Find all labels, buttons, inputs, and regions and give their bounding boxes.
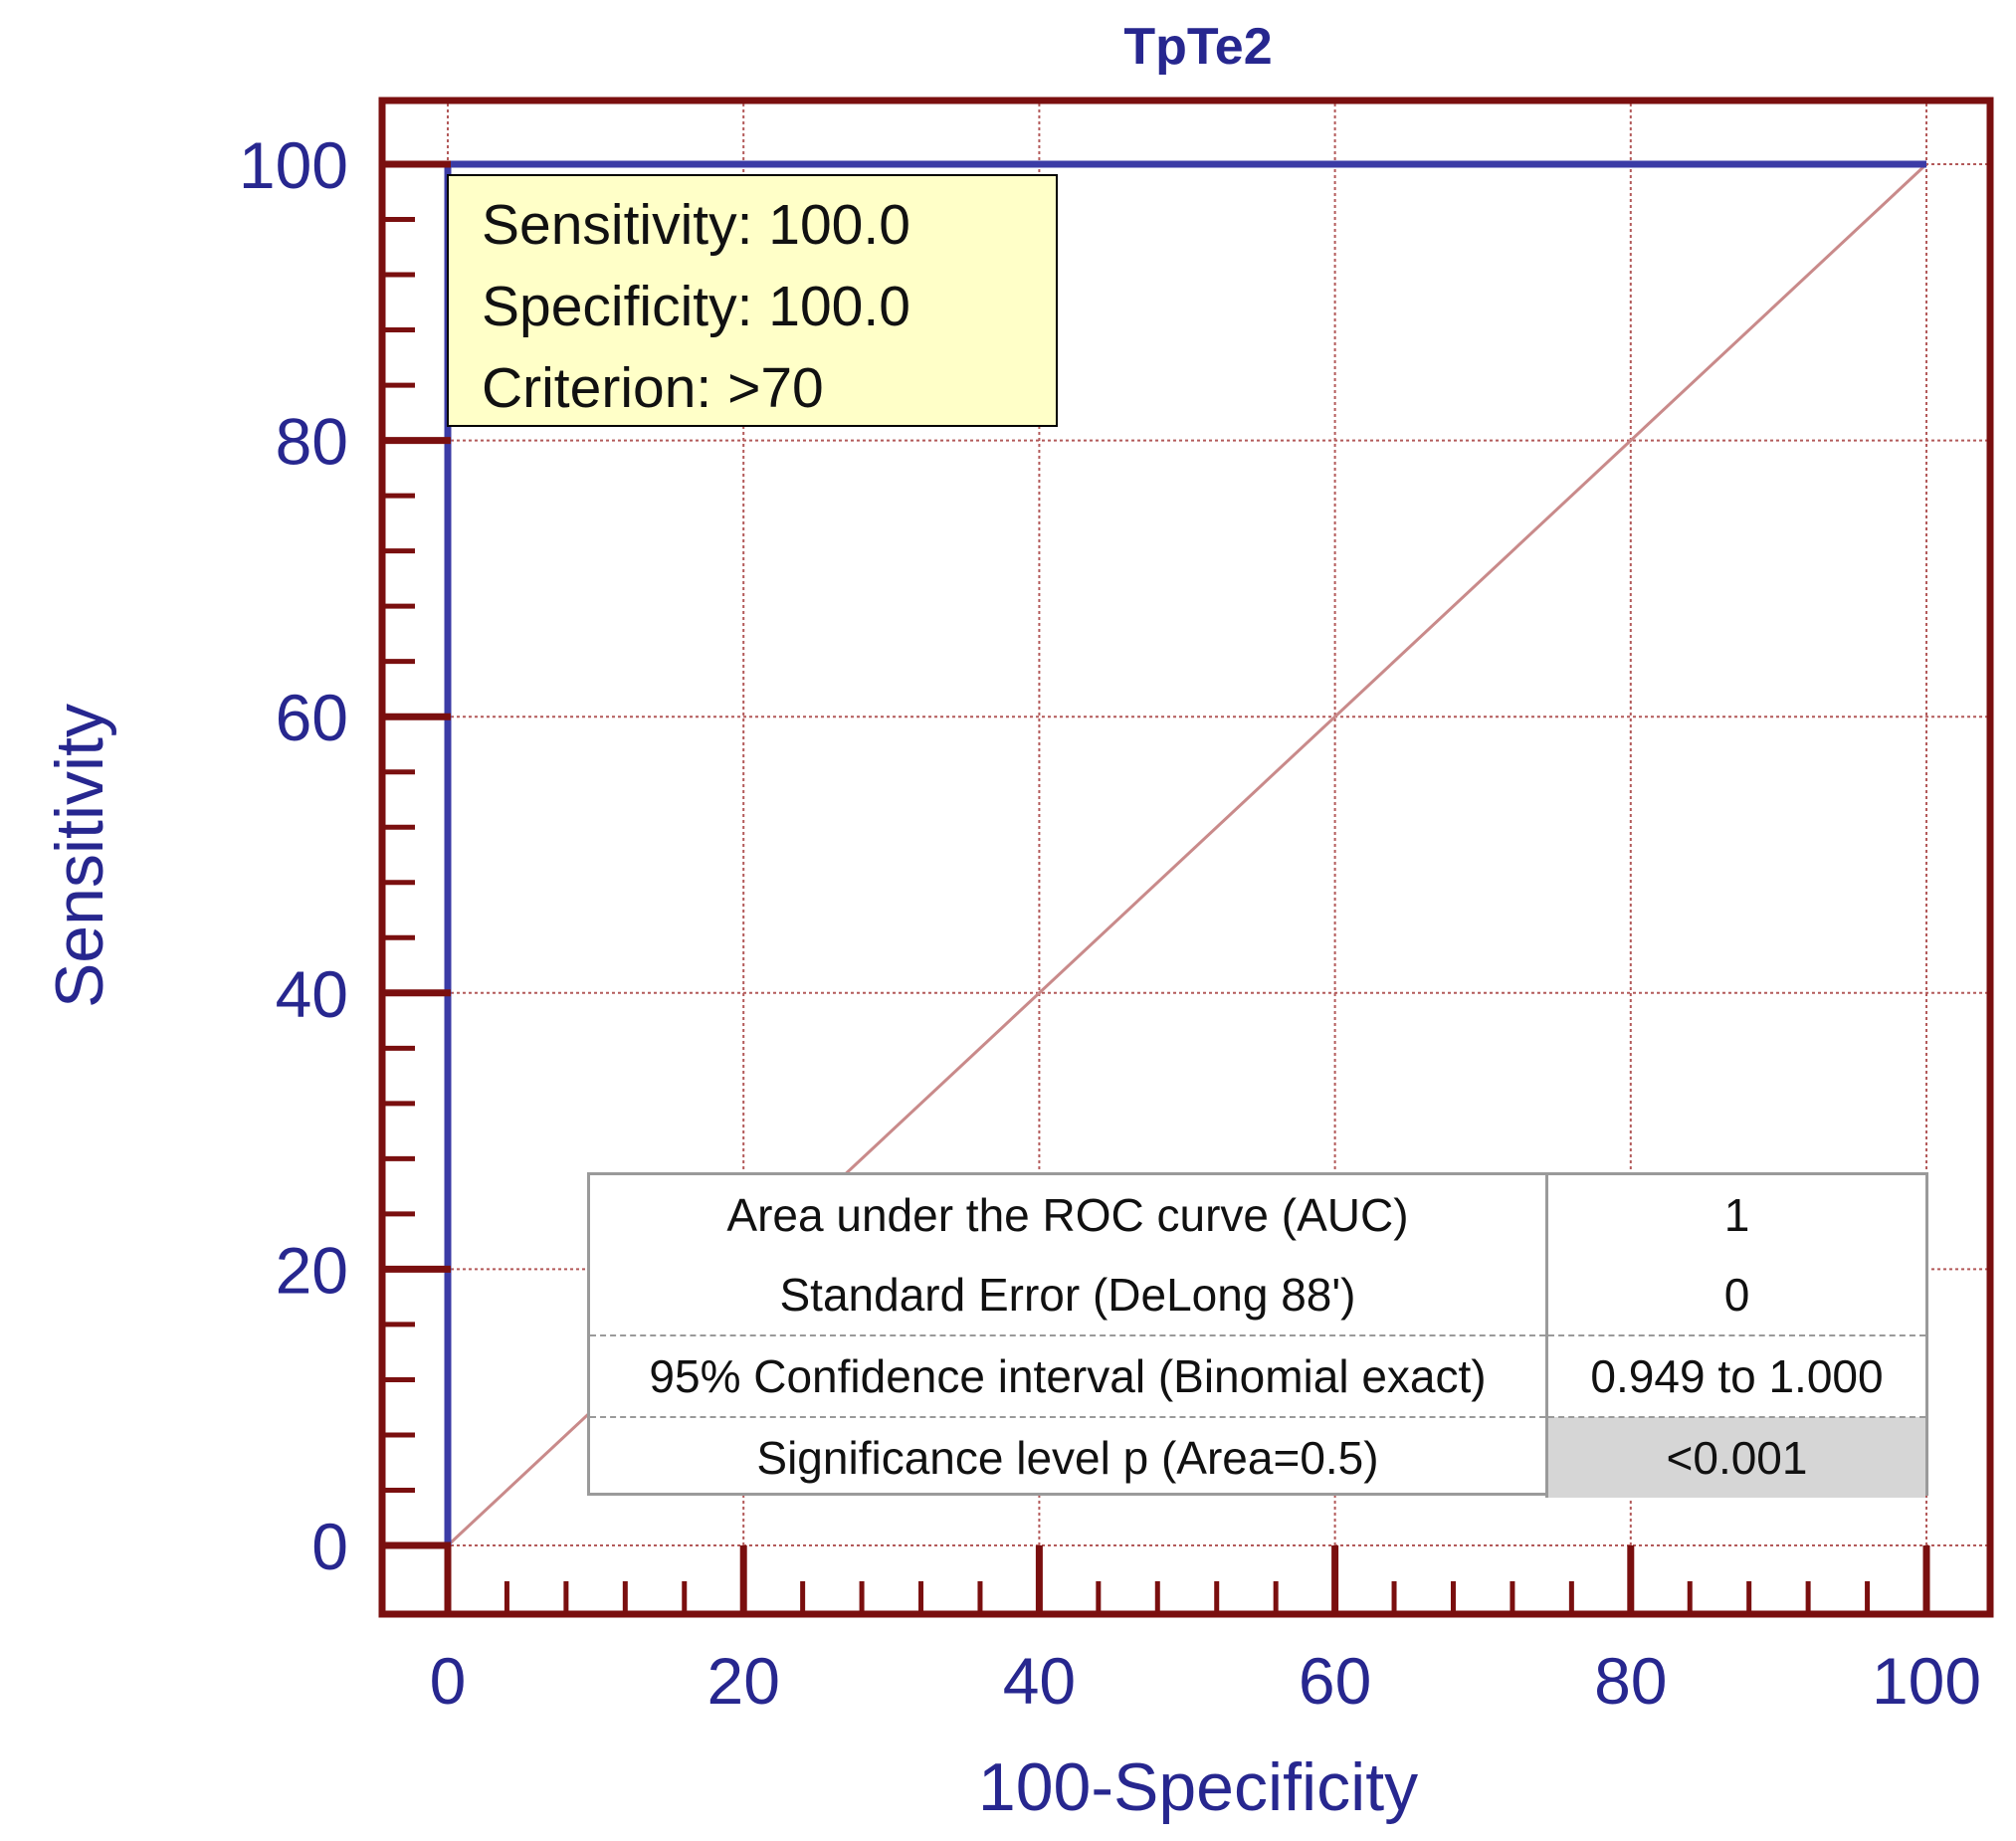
chart-title: TpTe2: [1123, 18, 1272, 76]
stats-label: Area under the ROC curve (AUC): [726, 1189, 1409, 1241]
x-tick-label: 60: [1299, 1644, 1371, 1718]
stats-row-confidence-interval: 95% Confidence interval (Binomial exact)…: [590, 1334, 1925, 1417]
axis-tick-labels: 0 20 40 60 80 100 0 20 40 60 80 100: [239, 128, 1981, 1718]
stats-value-highlighted: <0.001: [1545, 1416, 1925, 1498]
x-tick-label: 0: [430, 1644, 467, 1718]
y-tick-label: 80: [276, 405, 348, 479]
tooltip-criterion: Criterion: >70: [482, 356, 824, 420]
stats-value: 1: [1545, 1175, 1925, 1255]
y-axis-label: Sensitivity: [42, 704, 117, 1008]
x-axis-label: 100-Specificity: [978, 1749, 1418, 1825]
y-tick-label: 0: [311, 1510, 348, 1583]
plot-frame: [378, 97, 1994, 1618]
y-tick-label: 100: [239, 128, 348, 202]
stats-row-auc: Area under the ROC curve (AUC) 1: [590, 1175, 1925, 1255]
axis-ticks: [385, 160, 1930, 1611]
stats-row-significance: Significance level p (Area=0.5) <0.001: [590, 1416, 1925, 1498]
y-tick-label: 60: [276, 681, 348, 754]
stats-label: Significance level p (Area=0.5): [590, 1416, 1547, 1498]
stats-value: 0: [1545, 1255, 1925, 1335]
x-tick-label: 40: [1003, 1644, 1076, 1718]
criterion-tooltip: Sensitivity: 100.0 Specificity: 100.0 Cr…: [447, 174, 1058, 427]
x-tick-label: 100: [1872, 1644, 1981, 1718]
tooltip-sensitivity: Sensitivity: 100.0: [482, 193, 910, 257]
stats-row-standard-error: Standard Error (DeLong 88') 0: [590, 1255, 1925, 1335]
stats-value: 0.949 to 1.000: [1545, 1334, 1925, 1417]
y-tick-label: 40: [276, 957, 348, 1031]
stats-label: 95% Confidence interval (Binomial exact): [590, 1334, 1547, 1417]
y-tick-label: 20: [276, 1233, 348, 1307]
auc-stats-table: Area under the ROC curve (AUC) 1 Standar…: [587, 1172, 1928, 1498]
x-tick-label: 80: [1594, 1644, 1667, 1718]
stats-label: Standard Error (DeLong 88'): [779, 1269, 1356, 1321]
x-tick-label: 20: [706, 1644, 779, 1718]
tooltip-specificity: Specificity: 100.0: [482, 275, 910, 338]
